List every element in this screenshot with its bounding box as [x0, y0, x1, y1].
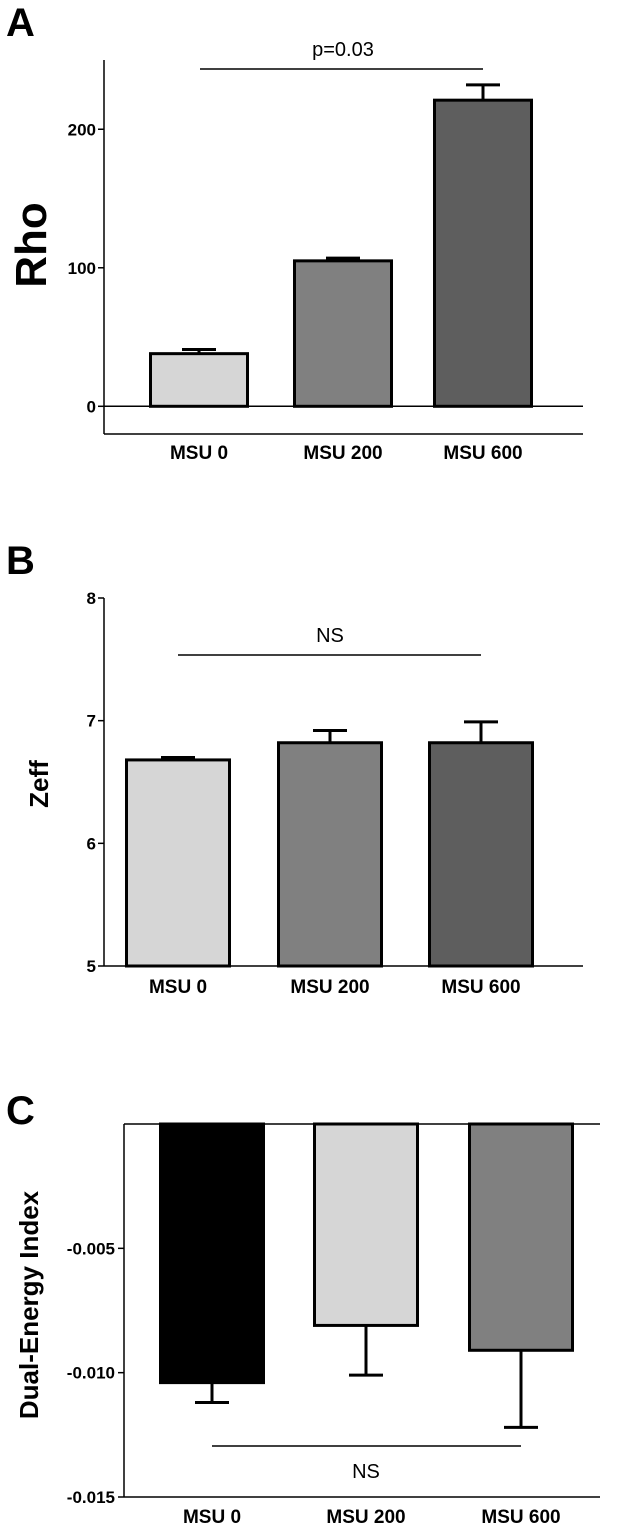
significance-label-b: NS — [316, 625, 344, 647]
category-label-b-1: MSU 200 — [290, 977, 369, 998]
y-ticks-a: 0 100 200 — [68, 120, 104, 416]
category-label-b-2: MSU 600 — [441, 977, 520, 998]
y-tick-label-b-1: 6 — [87, 834, 96, 853]
category-label-c-0: MSU 0 — [183, 1507, 241, 1528]
y-tick-label-a-1: 100 — [68, 259, 96, 278]
y-tick-label-b-2: 7 — [87, 712, 96, 731]
category-label-a-2: MSU 600 — [443, 443, 522, 464]
bar-b-2 — [428, 741, 534, 968]
y-tick-label-c-2: -0.015 — [67, 1488, 115, 1507]
annotation-a: p=0.03 — [200, 39, 483, 70]
significance-label-c: NS — [352, 1461, 380, 1483]
y-axis-label-c: Dual-Energy Index — [14, 1190, 44, 1419]
category-label-a-1: MSU 200 — [303, 443, 382, 464]
category-label-b-0: MSU 0 — [149, 977, 207, 998]
y-tick-label-c-1: -0.010 — [67, 1364, 115, 1383]
annotation-c: NS — [212, 1445, 521, 1483]
category-label-c-2: MSU 600 — [481, 1507, 560, 1528]
category-labels-a: MSU 0 MSU 200 MSU 600 — [170, 443, 523, 464]
category-labels-c: MSU 0 MSU 200 MSU 600 — [183, 1507, 561, 1528]
bars-b — [125, 720, 534, 968]
bar-c-2 — [468, 1122, 574, 1352]
bar-c-0 — [159, 1122, 265, 1385]
category-labels-b: MSU 0 MSU 200 MSU 600 — [149, 977, 521, 998]
category-label-a-0: MSU 0 — [170, 443, 228, 464]
y-tick-label-b-0: 5 — [87, 957, 96, 976]
y-tick-label-a-2: 200 — [68, 120, 96, 139]
panel-b: B Zeff 5 6 7 8 MSU 0 MSU 200 MSU 600 NS — [6, 539, 583, 998]
annotation-b: NS — [178, 625, 481, 656]
y-tick-label-b-3: 8 — [87, 589, 96, 608]
bar-c-1 — [313, 1122, 419, 1327]
bar-a-0 — [149, 352, 249, 408]
bar-a-2 — [433, 98, 533, 408]
category-label-c-1: MSU 200 — [326, 1507, 405, 1528]
panel-a: A Rho 0 100 200 MSU 0 MSU 200 MSU 600 p=0.03 — [6, 1, 583, 464]
y-tick-label-c-0: -0.005 — [67, 1239, 115, 1258]
y-tick-label-a-0: 0 — [87, 397, 96, 416]
y-ticks-c: -0.005 -0.010 -0.015 — [67, 1239, 124, 1507]
y-ticks-b: 5 6 7 8 — [87, 589, 104, 976]
panel-letter-c: C — [6, 1089, 35, 1133]
significance-label-a: p=0.03 — [312, 39, 374, 61]
bar-b-0 — [125, 758, 231, 968]
bar-b-1 — [277, 741, 383, 968]
y-axis-label-b: Zeff — [24, 760, 54, 808]
panel-c: C Dual-Energy Index -0.005 -0.010 -0.015 M… — [6, 1089, 600, 1528]
bar-a-1 — [293, 259, 393, 408]
y-axis-label-a: Rho — [7, 202, 56, 288]
bars-c — [159, 1122, 574, 1429]
panel-letter-b: B — [6, 539, 35, 583]
panel-letter-a: A — [6, 1, 35, 45]
bars-a — [149, 83, 533, 408]
